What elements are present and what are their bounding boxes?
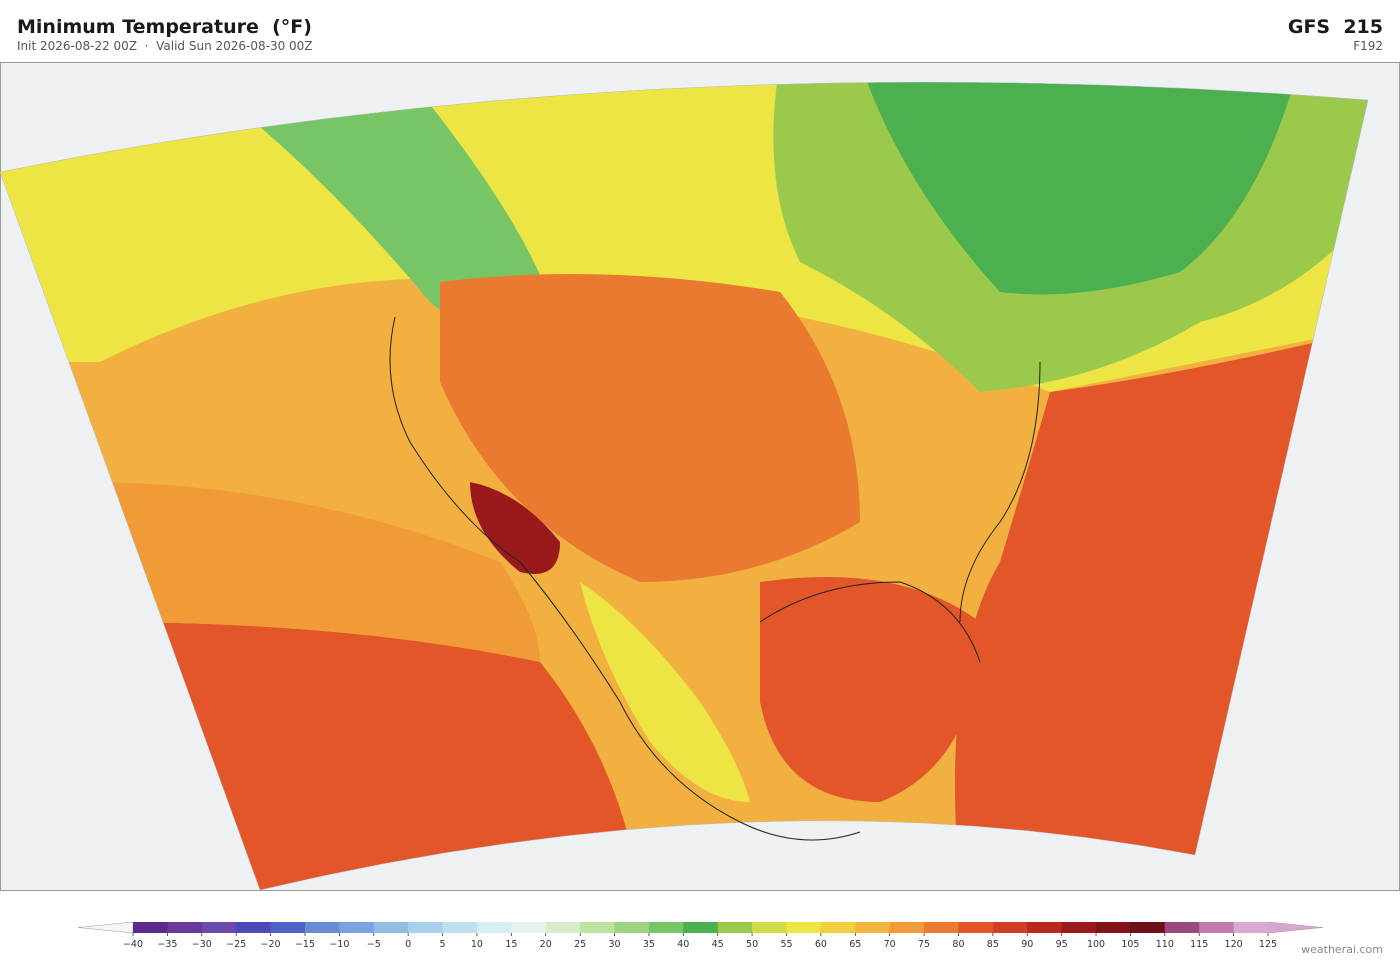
temperature-field <box>0 82 1368 890</box>
tick-label: 95 <box>1056 939 1068 950</box>
tick-label: 90 <box>1021 939 1033 950</box>
subtitle: Init 2026-08-22 00Z · Valid Sun 2026-08-… <box>17 39 313 53</box>
colorbar-segment <box>1164 922 1200 933</box>
colorbar-segment <box>752 922 787 933</box>
header: Minimum Temperature (°F) Init 2026-08-22… <box>0 0 1400 62</box>
colorbar-segment <box>339 922 375 933</box>
colorbar-segment <box>1199 922 1235 933</box>
colorbar: −40 −35 −30 −25 −20 −15 −10 −5 0 5 10 15 20 25 30 35 40 4… <box>77 921 1324 950</box>
tick-label: −25 <box>226 939 246 950</box>
model-label: GFS 215 <box>1287 16 1383 38</box>
colorbar-segment <box>442 922 478 933</box>
colorbar-segment <box>1096 922 1131 933</box>
tick-label: 120 <box>1225 939 1243 950</box>
domain-edge <box>0 81 1369 891</box>
map <box>0 62 1400 891</box>
colorbar-segment <box>476 922 512 933</box>
tick-label: −30 <box>192 939 212 950</box>
colorbar-segment <box>580 922 616 933</box>
colorbar-segment <box>648 922 684 933</box>
tick-label: 50 <box>746 939 758 950</box>
colorbar-segment <box>820 922 856 933</box>
tick-label: −35 <box>157 939 177 950</box>
colorbar-segment <box>167 922 203 933</box>
tick-label: 30 <box>608 939 620 950</box>
colorbar-segment <box>201 922 237 933</box>
colorbar-segment <box>373 922 409 933</box>
colorbar-segment <box>1061 922 1097 933</box>
colorbar-segment <box>511 922 547 933</box>
tick-label: 75 <box>918 939 930 950</box>
tick-label: 70 <box>884 939 896 950</box>
colorbar-segment <box>717 922 753 933</box>
colorbar-segment <box>614 922 650 933</box>
colorbar-segment <box>889 922 925 933</box>
forecast-hour: F192 <box>1353 39 1383 53</box>
colorbar-under <box>77 921 134 934</box>
colorbar-segment <box>304 922 340 933</box>
colorbar-segment <box>270 922 306 933</box>
tick-label: 0 <box>405 939 411 950</box>
tick-label: 115 <box>1190 939 1208 950</box>
tick-label: −15 <box>295 939 315 950</box>
colorbar-segment <box>133 922 168 933</box>
tick-label: 100 <box>1087 939 1105 950</box>
tick-label: 25 <box>574 939 586 950</box>
tick-label: 35 <box>643 939 655 950</box>
tick-label: 20 <box>540 939 552 950</box>
colorbar-segment <box>1027 922 1063 933</box>
tick-label: 10 <box>471 939 483 950</box>
tick-label: 60 <box>815 939 827 950</box>
tick-label: 40 <box>677 939 689 950</box>
tick-label: 125 <box>1259 939 1277 950</box>
tick-label: 55 <box>780 939 792 950</box>
tick-label: 5 <box>440 939 446 950</box>
tick-label: −5 <box>367 939 381 950</box>
title: Minimum Temperature (°F) <box>17 16 312 38</box>
tick-label: 110 <box>1156 939 1174 950</box>
tick-label: −10 <box>329 939 349 950</box>
colorbar-segment <box>1130 922 1166 933</box>
colorbar-segment <box>786 922 822 933</box>
colorbar-segment <box>408 922 444 933</box>
tick-label: 15 <box>505 939 517 950</box>
colorbar-segment <box>992 922 1028 933</box>
tick-label: 80 <box>952 939 964 950</box>
colorbar-over <box>1267 921 1324 934</box>
colorbar-segment <box>683 922 719 933</box>
colorbar-segment <box>958 922 994 933</box>
tick-label: −40 <box>123 939 143 950</box>
coastline <box>389 316 861 841</box>
colorbar-segment <box>924 922 959 933</box>
tick-label: 45 <box>712 939 724 950</box>
tick-label: 105 <box>1121 939 1139 950</box>
tick-label: −20 <box>261 939 281 950</box>
colorbar-segment <box>1233 922 1269 933</box>
colorbar-segment <box>236 922 272 933</box>
tick-label: 65 <box>849 939 861 950</box>
colorbar-segment <box>855 922 891 933</box>
tick-label: 85 <box>987 939 999 950</box>
watermark: weatherai.com <box>1301 943 1383 956</box>
coastline <box>759 361 1041 663</box>
colorbar-segment <box>545 922 581 933</box>
